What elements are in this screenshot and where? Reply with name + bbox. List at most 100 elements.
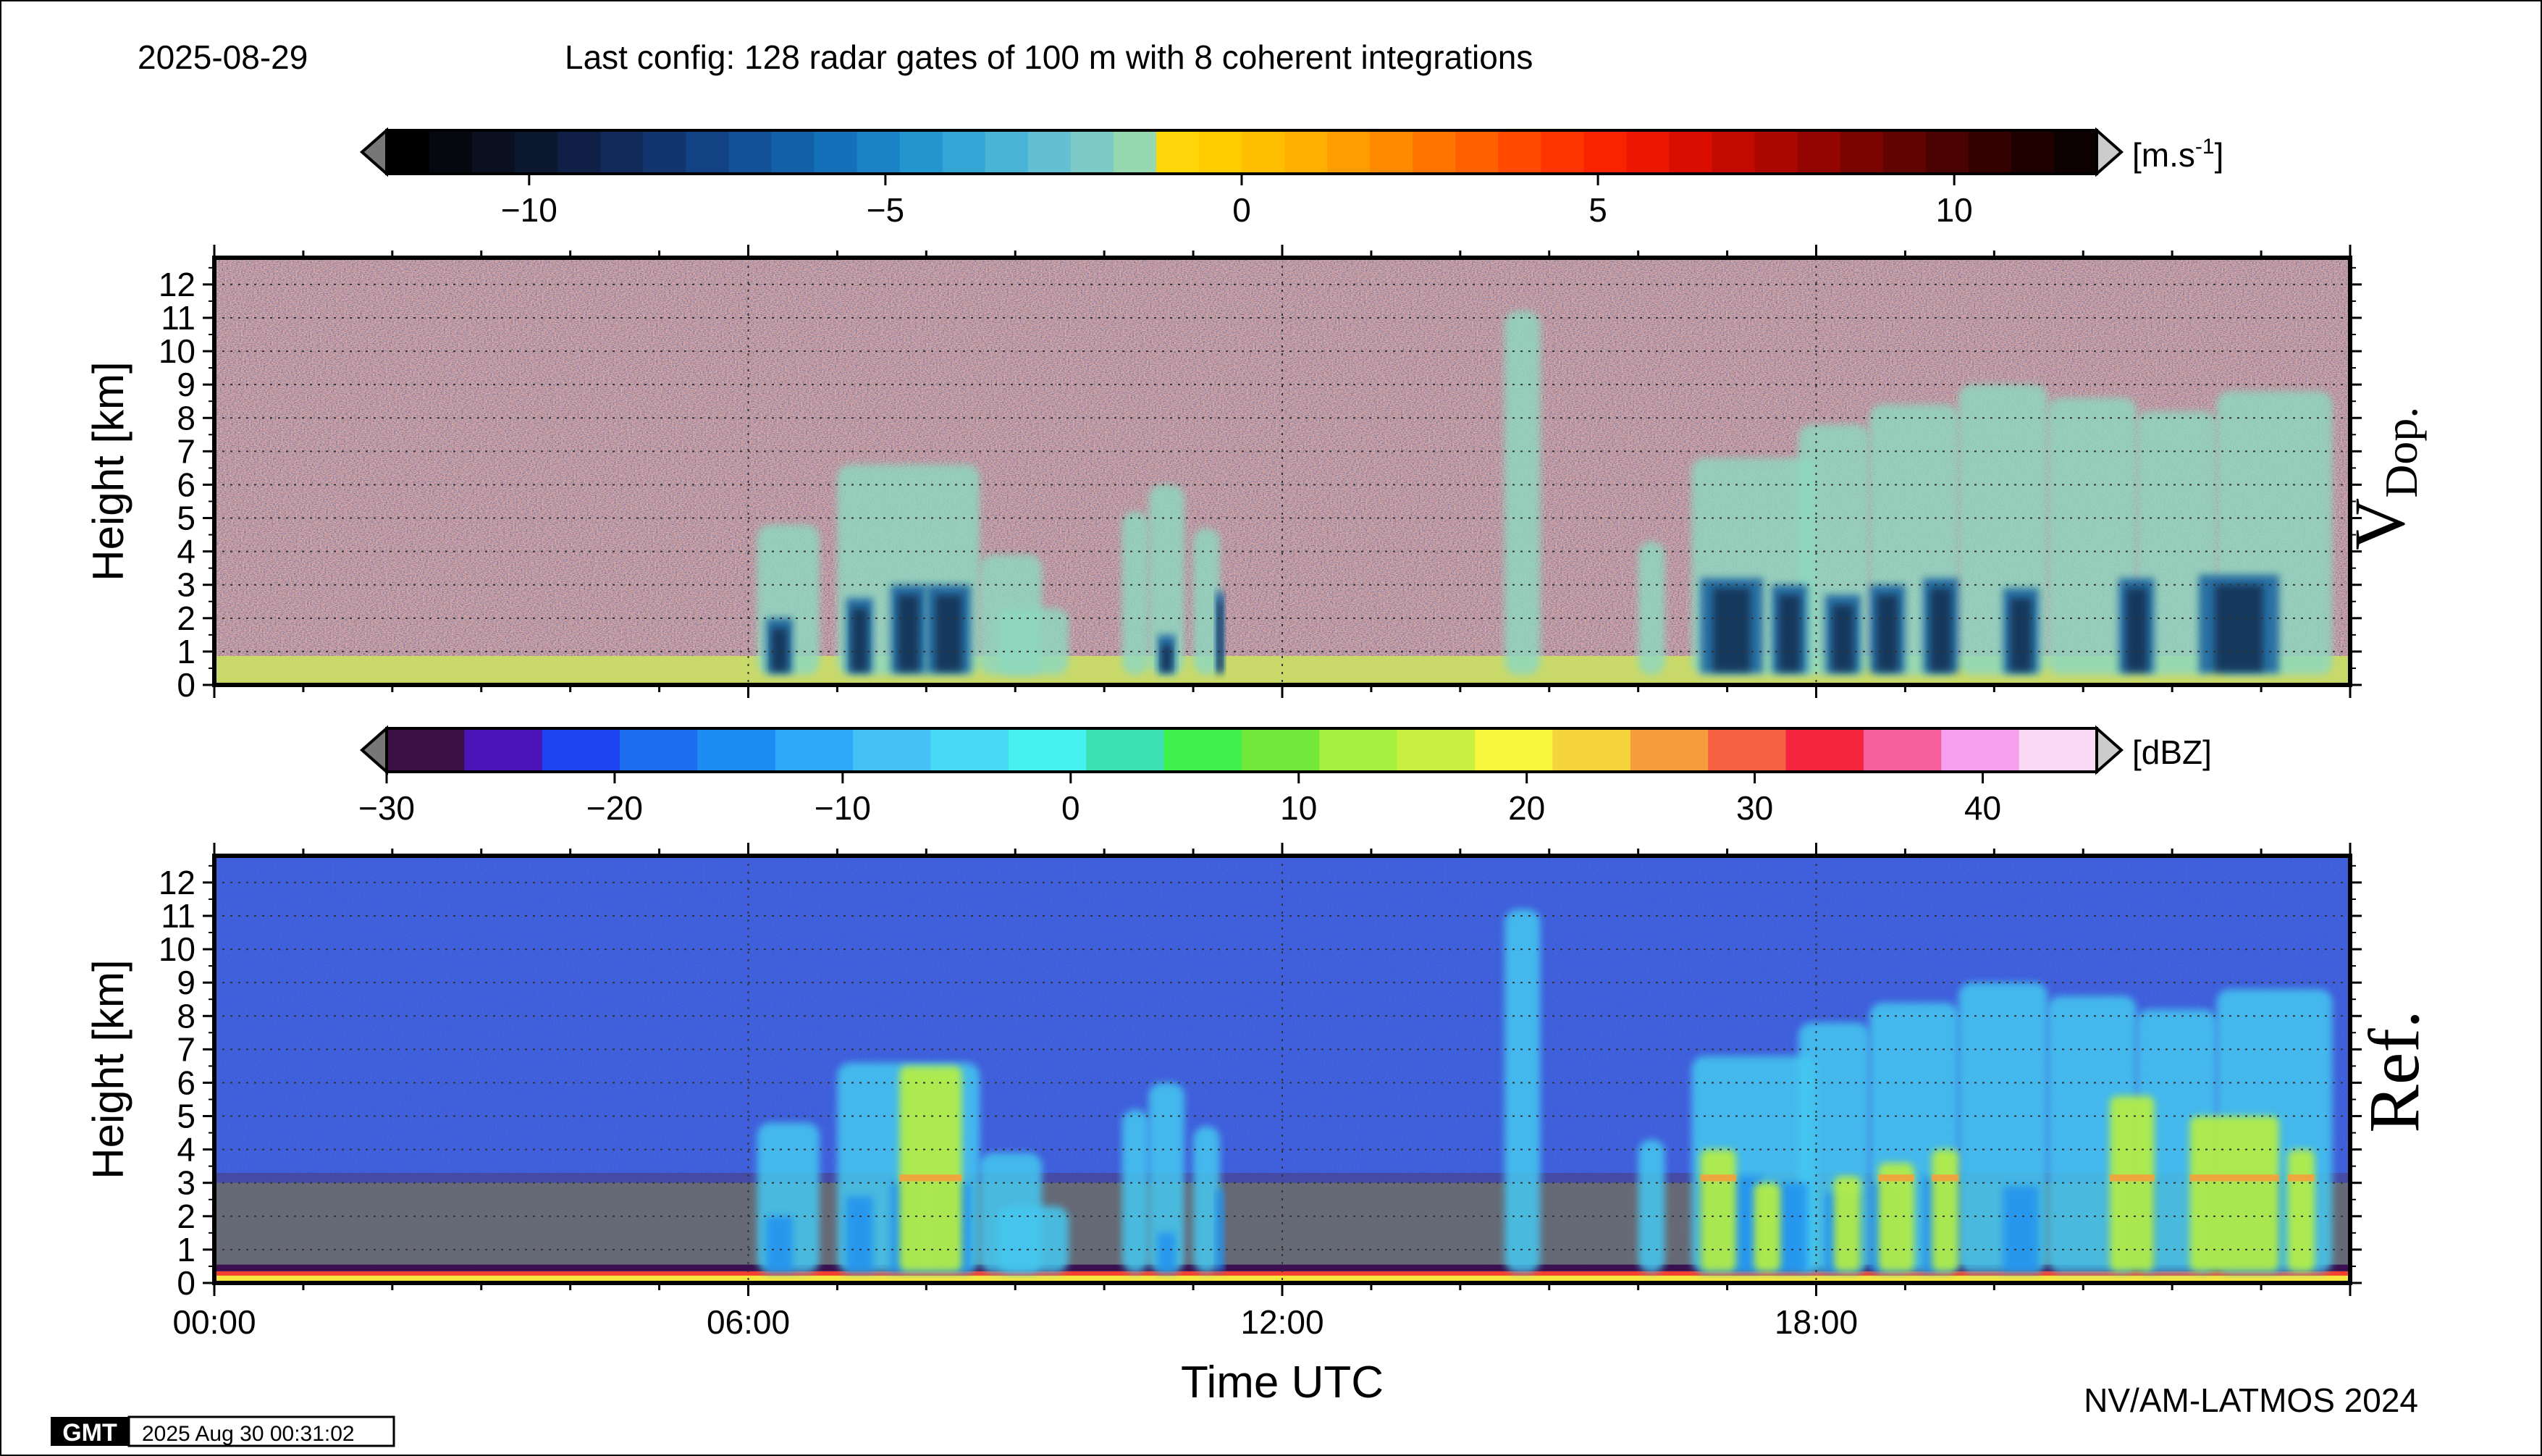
colorbar-cell (1925, 130, 1969, 174)
y-tick-label: 8 (177, 997, 195, 1035)
bright-band (2110, 1174, 2155, 1182)
colorbar-tick-label: −30 (358, 789, 415, 827)
y-tick-label: 3 (177, 566, 195, 604)
precipitation-shaft (1157, 1232, 1176, 1271)
credit-label: NV/AM-LATMOS 2024 (2084, 1381, 2418, 1419)
reflectivity-core (899, 1066, 962, 1271)
bright-band (1700, 1174, 1736, 1182)
colorbar-cell (1669, 130, 1713, 174)
colorbar-cell (771, 130, 815, 174)
reflectivity-core (2189, 1116, 2279, 1271)
colorbar-cell (857, 130, 901, 174)
y-tick-label: 10 (159, 332, 195, 370)
y-tick-label: 8 (177, 399, 195, 437)
reflectivity-colorbar-ticks: −30 −20 −10 0 10 20 30 40 (358, 772, 2001, 827)
colorbar-cell (1070, 130, 1114, 174)
colorbar-cell (1712, 130, 1756, 174)
y-tick-label: 3 (177, 1164, 195, 1202)
bright-band (1932, 1174, 1959, 1182)
colorbar-cell (985, 130, 1029, 174)
doppler-colorbar-under-arrow (359, 127, 388, 177)
colorbar-cell (1397, 728, 1476, 772)
colorbar-cell (1327, 130, 1371, 174)
gmt-logo (51, 1417, 129, 1446)
y-tick-label: 12 (159, 266, 195, 303)
reflectivity-colorbar-cells (387, 728, 2097, 772)
colorbar-cell (387, 728, 465, 772)
y-tick-label: 0 (177, 666, 195, 704)
y-tick-label: 12 (159, 864, 195, 901)
y-tick-label: 11 (161, 897, 195, 935)
colorbar-cell (472, 130, 515, 174)
colorbar-cell (620, 728, 699, 772)
colorbar-tick-label: 10 (1280, 789, 1317, 827)
colorbar-cell (775, 728, 854, 772)
colorbar-tick-label: 0 (1061, 789, 1080, 827)
x-axis-label: Time UTC (1181, 1358, 1384, 1407)
colorbar-cell (728, 130, 773, 174)
colorbar-cell (1008, 728, 1087, 772)
bright-band (2287, 1174, 2315, 1182)
colorbar-cell (942, 130, 986, 174)
colorbar-cell (899, 130, 943, 174)
cloud-system (2048, 397, 2137, 676)
reflectivity-core (1700, 1149, 1736, 1271)
reflectivity-core (2287, 1149, 2315, 1271)
colorbar-cell (814, 130, 858, 174)
x-tick-label: 12:00 (1240, 1303, 1323, 1341)
colorbar-cell (686, 130, 729, 174)
colorbar-cell (1242, 728, 1320, 772)
dark-band (214, 1264, 2350, 1271)
reflectivity-core (2110, 1095, 2155, 1271)
y-tick-label: 2 (177, 599, 195, 637)
doppler-ylabel: Height [km] (84, 361, 132, 581)
colorbar-cell (1541, 130, 1584, 174)
y-tick-label: 5 (177, 500, 195, 537)
colorbar-cell (1882, 130, 1927, 174)
strong-fall-streak (2126, 588, 2147, 672)
reflectivity-colorbar-under-arrow (359, 725, 388, 775)
cloud-system (1121, 1109, 1149, 1274)
colorbar-cell (1455, 130, 1499, 174)
date-label: 2025-08-29 (138, 38, 308, 76)
strong-fall-streak (2215, 584, 2263, 672)
colorbar-cell (643, 130, 686, 174)
colorbar-cell (1552, 728, 1631, 772)
cloud-system (1504, 909, 1541, 1274)
reflectivity-grid (214, 856, 2350, 1283)
y-tick-label: 11 (161, 299, 195, 337)
colorbar-cell (1113, 130, 1157, 174)
strong-fall-streak (851, 607, 868, 672)
colorbar-cell (600, 130, 644, 174)
colorbar-tick-label: −10 (815, 789, 871, 827)
gmt-timestamp-stamp: GMT 2025 Aug 30 00:31:02 (51, 1415, 395, 1447)
y-tick-label: 6 (177, 1064, 195, 1101)
precipitation-shaft (846, 1196, 873, 1271)
precipitation-shaft (766, 1216, 793, 1271)
colorbar-tick-label: −20 (586, 789, 643, 827)
strong-fall-streak (1712, 588, 1751, 672)
colorbar-cell (1156, 130, 1200, 174)
colorbar-cell (1708, 728, 1787, 772)
strong-fall-streak (1217, 601, 1223, 672)
colorbar-cell (2019, 728, 2097, 772)
colorbar-cell (1630, 728, 1709, 772)
colorbar-tick-label: 0 (1232, 191, 1251, 229)
reflectivity-core (1878, 1163, 1914, 1271)
cloud-system (1638, 541, 1665, 676)
y-tick-label: 10 (159, 930, 195, 968)
doppler-echoes (757, 311, 2333, 676)
svg-text:VDop.: VDop. (2339, 407, 2427, 550)
cloud-system (1638, 1139, 1665, 1274)
colorbar-cell (1242, 130, 1285, 174)
colorbar-cell (1498, 130, 1541, 174)
y-tick-label: 2 (177, 1198, 195, 1235)
precipitation-shaft (1215, 1189, 1225, 1271)
strong-fall-streak (1929, 588, 1952, 672)
config-label: Last config: 128 radar gates of 100 m wi… (565, 38, 1533, 76)
cloud-system (1148, 484, 1184, 676)
